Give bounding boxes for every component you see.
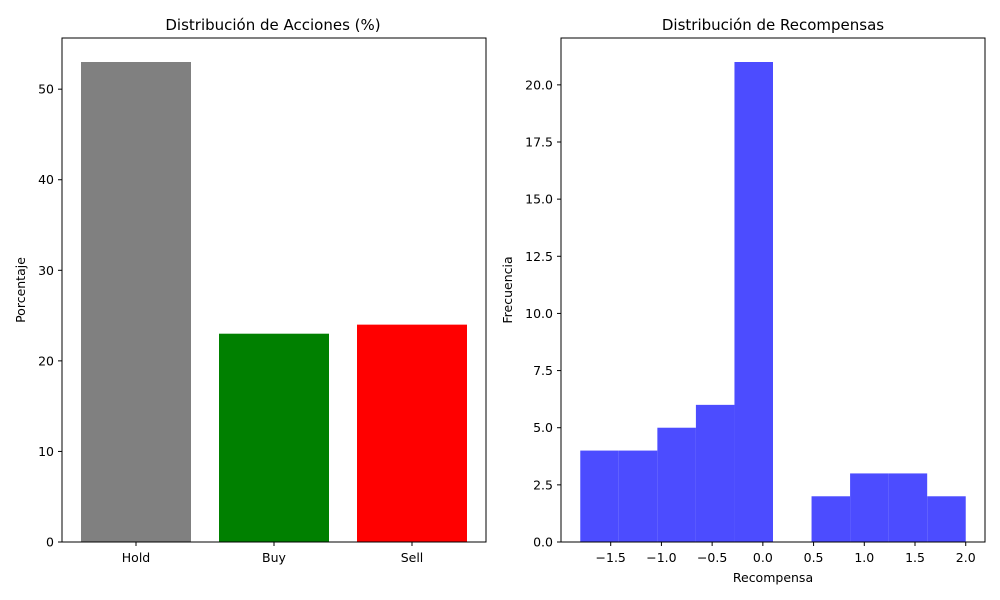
y-tick-label: 7.5 — [533, 363, 553, 378]
plot-frame — [560, 37, 986, 543]
y-tick-label: 30 — [38, 263, 54, 278]
y-axis-label: Frecuencia — [500, 256, 515, 323]
y-tick-label: 0 — [46, 535, 54, 550]
histogram-bin — [734, 62, 773, 542]
histogram-bin — [580, 450, 619, 542]
x-tick-label: 1.5 — [905, 550, 925, 565]
bar-hold — [81, 62, 191, 542]
x-tick-label: 2.0 — [956, 550, 976, 565]
y-tick-label: 15.0 — [525, 192, 553, 207]
x-tick-label: −1.0 — [646, 550, 676, 565]
x-tick-label: Hold — [122, 550, 150, 565]
plot-frame — [61, 37, 487, 543]
x-tick-label: −1.5 — [596, 550, 626, 565]
chart-title: Distribución de Recompensas — [662, 16, 884, 34]
histogram-bin — [811, 496, 851, 542]
chart-title: Distribución de Acciones (%) — [165, 16, 380, 34]
bar-buy — [219, 333, 329, 542]
chart-action-distribution: Distribución de Acciones (%) Porcentaje … — [13, 16, 487, 565]
histogram-bin — [927, 496, 966, 542]
x-axis-label: Recompensa — [733, 570, 813, 585]
histogram-bin — [888, 473, 928, 542]
y-tick-label: 40 — [38, 172, 54, 187]
ticks: −1.5 −1.0 −0.5 0.0 0.5 1.0 1.5 2.0 0.0 2.5 5.0 7.5 1… — [525, 77, 976, 565]
y-axis-label: Porcentaje — [13, 257, 28, 323]
ticks: Hold Buy Sell 0 10 20 30 40 50 — [38, 82, 423, 565]
x-tick-label: −0.5 — [697, 550, 727, 565]
y-tick-label: 0.0 — [533, 535, 553, 550]
y-tick-label: 20.0 — [525, 77, 553, 92]
y-tick-label: 12.5 — [525, 249, 553, 264]
histogram-bin — [618, 450, 658, 542]
y-tick-label: 10.0 — [525, 306, 553, 321]
y-tick-label: 5.0 — [533, 420, 553, 435]
histogram-bin — [657, 427, 696, 542]
y-tick-label: 20 — [38, 353, 54, 368]
bar-sell — [357, 324, 467, 542]
x-tick-label: 0.5 — [804, 550, 824, 565]
bars — [580, 62, 966, 542]
histogram-bin — [695, 404, 735, 542]
y-tick-label: 50 — [38, 82, 54, 97]
y-tick-label: 17.5 — [525, 135, 553, 150]
bars — [81, 62, 467, 542]
x-tick-label: Buy — [262, 550, 286, 565]
x-tick-label: Sell — [401, 550, 424, 565]
x-tick-label: 0.0 — [753, 550, 773, 565]
chart-reward-distribution: Distribución de Recompensas Frecuencia R… — [500, 16, 986, 585]
x-tick-label: 1.0 — [854, 550, 874, 565]
y-tick-label: 10 — [38, 444, 54, 459]
y-tick-label: 2.5 — [533, 477, 553, 492]
histogram-bin — [850, 473, 889, 542]
